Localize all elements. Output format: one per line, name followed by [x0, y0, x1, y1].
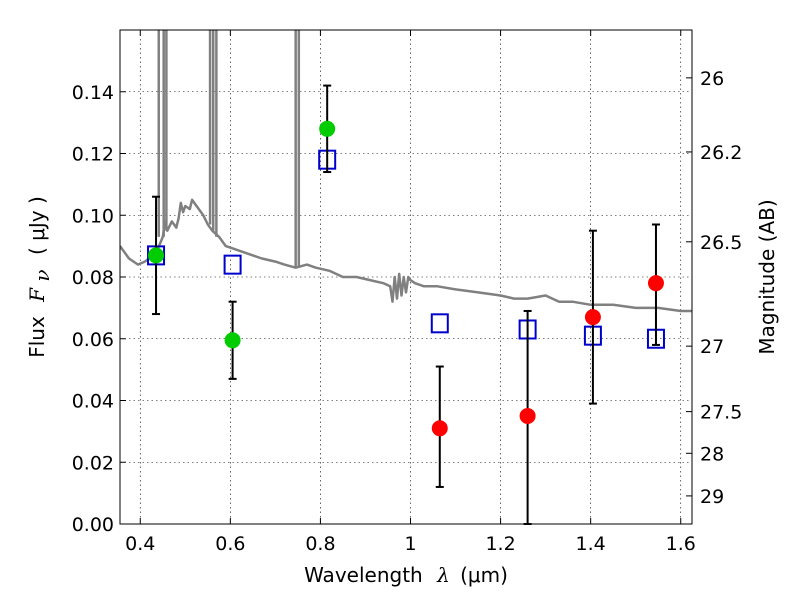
y2-tick-label: 29 — [700, 486, 724, 508]
green-data-point — [148, 247, 165, 264]
green-data-point — [224, 332, 241, 349]
y-axis-unit: ( μJy ) — [25, 196, 49, 255]
y2-axis-title: Magnitude (AB) — [755, 199, 779, 354]
x-axis-title-prefix: Wavelength — [304, 563, 423, 587]
x-axis-unit: (μm) — [460, 563, 508, 587]
y2-tick-label: 27 — [700, 336, 724, 358]
y-tick-label: 0.02 — [72, 452, 114, 474]
x-axis-symbol: λ — [436, 563, 450, 587]
x-tick-label: 0.6 — [215, 533, 245, 555]
red-data-point — [431, 420, 448, 437]
y2-tick-label: 26 — [700, 68, 724, 90]
x-tick-label: 1.4 — [576, 533, 606, 555]
x-tick-label: 1.6 — [666, 533, 696, 555]
y-tick-label: 0.06 — [72, 329, 114, 351]
ticks: 0.4 0.6 0.8 1 1.2 1.4 1.6 0.00 0.02 0.04 0.06 0.08 0… — [72, 30, 742, 555]
green-data-point — [319, 120, 336, 137]
y-axis-subscript: ν — [30, 269, 54, 281]
red-data-point — [584, 309, 601, 326]
y-tick-label: 0.04 — [72, 391, 114, 413]
x-axis-title: Wavelength λ (μm) — [304, 563, 508, 587]
grid — [120, 30, 692, 524]
x-tick-label: 0.4 — [125, 533, 155, 555]
x-tick-label: 0.8 — [305, 533, 335, 555]
x-tick-label: 1 — [404, 533, 416, 555]
y-tick-label: 0.08 — [72, 267, 114, 289]
y2-tick-label: 26.2 — [700, 142, 742, 164]
spectrum-line — [120, 198, 692, 313]
red-data-point — [519, 407, 536, 424]
model-photometry-square — [223, 254, 242, 275]
x-tick-label: 1.2 — [485, 533, 515, 555]
y2-tick-label: 27.5 — [700, 402, 742, 424]
y-tick-label: 0.10 — [72, 205, 114, 227]
y-axis-title: Flux F ν ( μJy ) — [25, 196, 54, 358]
y-axis-title-prefix: Flux — [25, 316, 49, 358]
y-tick-label: 0.12 — [72, 144, 114, 166]
y2-tick-label: 26.5 — [700, 232, 742, 254]
errorbar-layer — [148, 84, 664, 525]
red-data-point — [647, 275, 664, 292]
model-photometry-square — [430, 313, 449, 334]
y2-tick-label: 28 — [700, 443, 724, 465]
y-tick-label: 0.14 — [72, 82, 114, 104]
y-tick-label: 0.00 — [72, 514, 114, 536]
y-axis-symbol: F — [25, 287, 49, 303]
